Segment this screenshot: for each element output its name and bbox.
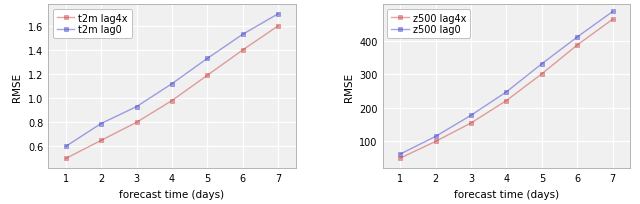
t2m lag0 xyxy=(97,123,105,125)
z500 lag0 xyxy=(467,114,475,117)
t2m lag0 xyxy=(204,58,211,60)
t2m lag4x xyxy=(275,26,282,28)
t2m lag4x xyxy=(204,75,211,77)
Line: t2m lag4x: t2m lag4x xyxy=(63,24,280,161)
z500 lag0 xyxy=(573,37,581,39)
z500 lag4x xyxy=(467,122,475,125)
t2m lag4x xyxy=(239,50,246,52)
Line: z500 lag4x: z500 lag4x xyxy=(398,18,615,161)
t2m lag4x xyxy=(62,157,70,160)
z500 lag4x xyxy=(609,19,616,21)
Y-axis label: RMSE: RMSE xyxy=(344,72,354,101)
z500 lag4x xyxy=(502,100,510,102)
t2m lag0 xyxy=(275,13,282,16)
Legend: z500 lag4x, z500 lag0: z500 lag4x, z500 lag0 xyxy=(387,10,470,39)
z500 lag0 xyxy=(432,135,440,138)
z500 lag4x xyxy=(573,44,581,47)
t2m lag0 xyxy=(239,34,246,36)
z500 lag0 xyxy=(609,11,616,14)
X-axis label: forecast time (days): forecast time (days) xyxy=(119,189,225,198)
z500 lag0 xyxy=(502,91,510,94)
z500 lag4x xyxy=(538,73,546,76)
Y-axis label: RMSE: RMSE xyxy=(12,72,22,101)
X-axis label: forecast time (days): forecast time (days) xyxy=(454,189,559,198)
Line: z500 lag0: z500 lag0 xyxy=(398,10,615,157)
z500 lag4x xyxy=(396,157,404,160)
z500 lag4x xyxy=(432,140,440,143)
z500 lag0 xyxy=(538,63,546,66)
t2m lag4x xyxy=(132,121,140,124)
z500 lag0 xyxy=(396,153,404,155)
t2m lag0 xyxy=(62,145,70,148)
t2m lag0 xyxy=(168,83,176,85)
t2m lag4x xyxy=(168,100,176,102)
t2m lag0 xyxy=(132,106,140,108)
Legend: t2m lag4x, t2m lag0: t2m lag4x, t2m lag0 xyxy=(53,10,132,39)
Line: t2m lag0: t2m lag0 xyxy=(63,12,280,149)
t2m lag4x xyxy=(97,140,105,142)
